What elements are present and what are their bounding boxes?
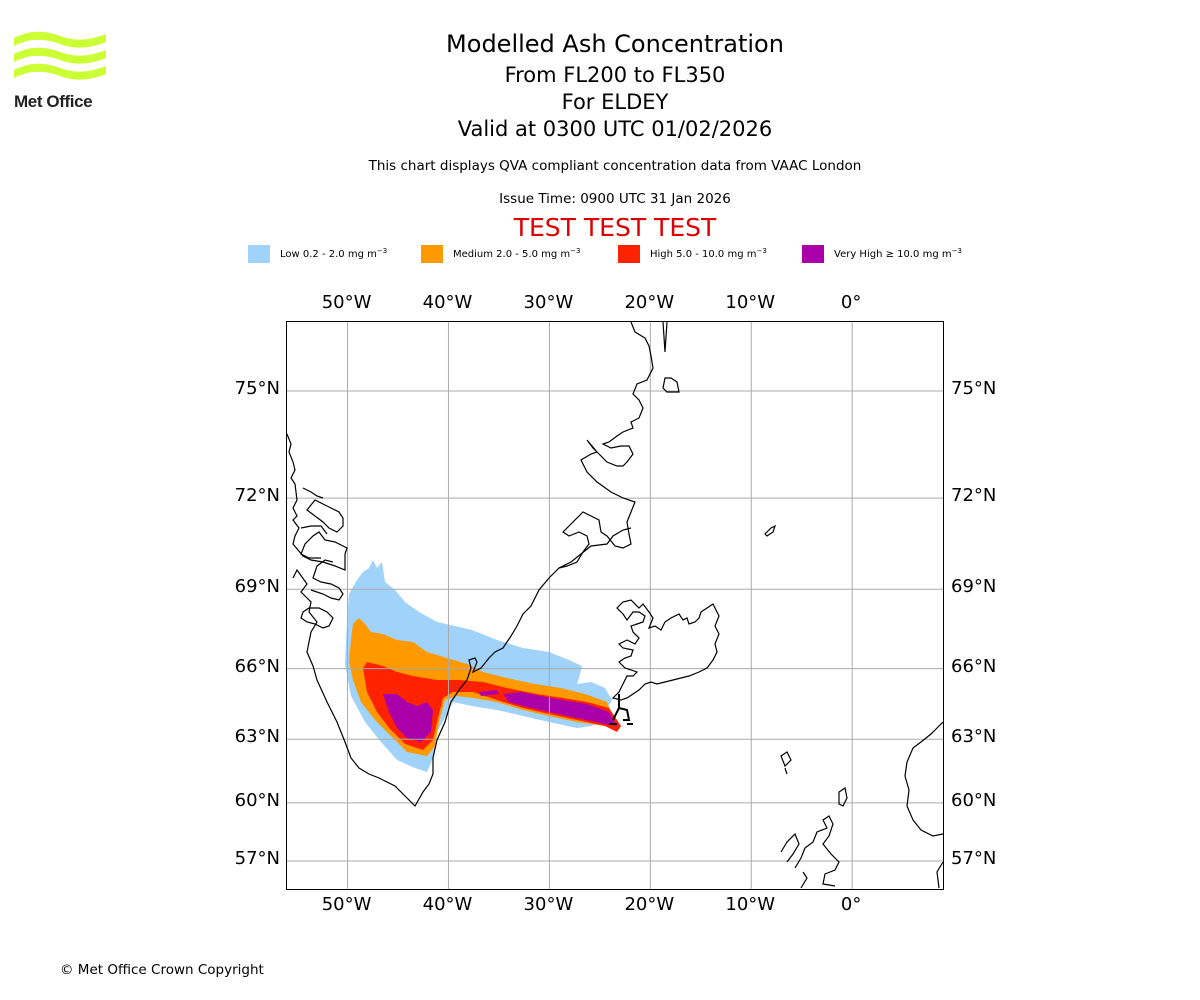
lat-tick-label-right: 60°N: [951, 789, 997, 811]
legend-exp: −3: [570, 247, 581, 255]
coastline-greenland-inlet-1: [662, 322, 668, 353]
volcano-marker: [609, 694, 633, 725]
legend-exp: −3: [756, 247, 767, 255]
lat-tick-label-left: 69°N: [234, 576, 280, 598]
coastline-greenland-west: [287, 433, 632, 807]
copyright: © Met Office Crown Copyright: [60, 962, 264, 978]
legend-swatch-high: [618, 245, 640, 263]
disclaimer: This chart displays QVA compliant concen…: [368, 158, 862, 174]
legend-label-medium: Medium 2.0 - 5.0 mg m: [453, 249, 571, 260]
map-canvas: [287, 322, 943, 889]
coastline-shetland: [838, 787, 848, 807]
coastlines: [287, 322, 943, 889]
volcano-name: For ELDEY: [561, 90, 669, 114]
lon-tick-label-bottom: 0°: [840, 894, 862, 915]
lon-tick-label-top: 0°: [840, 292, 862, 313]
lat-tick-label-right: 72°N: [951, 485, 997, 507]
legend-swatch-low: [248, 245, 270, 263]
lat-tick-label-right: 69°N: [951, 576, 997, 598]
test-banner: TEST TEST TEST: [513, 213, 717, 242]
map-panel[interactable]: [286, 321, 944, 890]
lon-tick-label-top: 30°W: [523, 292, 574, 313]
lon-tick-label-bottom: 20°W: [624, 894, 675, 915]
lat-tick-label-left: 72°N: [234, 485, 280, 507]
lon-tick-label-top: 10°W: [725, 292, 776, 313]
lon-tick-label-bottom: 30°W: [523, 894, 574, 915]
lat-tick-label-right: 75°N: [951, 378, 997, 399]
lon-tick-label-top: 50°W: [321, 292, 372, 313]
lat-tick-label-right: 57°N: [951, 848, 997, 869]
met-office-waves-icon: [14, 31, 106, 80]
met-office-logo-text: Met Office: [14, 92, 93, 111]
lat-tick-label-right: 66°N: [951, 655, 997, 677]
lon-tick-label-top: 20°W: [624, 292, 675, 313]
legend-label-high: High 5.0 - 10.0 mg m: [650, 249, 757, 260]
legend-label-very-high: Very High ≥ 10.0 mg m: [834, 249, 952, 260]
lon-tick-label-top: 40°W: [422, 292, 473, 313]
lat-tick-label-left: 57°N: [234, 848, 280, 869]
graticule: [287, 322, 943, 889]
legend-label-low: Low 0.2 - 2.0 mg m: [280, 249, 377, 260]
met-office-logo: Met Office: [14, 30, 108, 112]
coastline-norway: [904, 721, 943, 889]
lat-tick-label-left: 60°N: [234, 789, 280, 811]
coastline-jan-mayen: [764, 524, 777, 537]
valid-time: Valid at 0300 UTC 01/02/2026: [457, 117, 773, 141]
legend-exp: −3: [376, 247, 388, 255]
legend-exp: −3: [951, 247, 962, 255]
flight-levels: From FL200 to FL350: [504, 63, 726, 87]
lon-tick-label-bottom: 50°W: [321, 894, 372, 915]
coastline-faroe: [780, 751, 792, 775]
coastline-greenland-east: [558, 322, 654, 569]
lat-tick-label-right: 63°N: [951, 726, 997, 748]
lon-tick-label-bottom: 40°W: [422, 894, 473, 915]
coastline-greenland-fjords: [300, 487, 344, 629]
ash-very-high-region: [383, 690, 617, 742]
legend-swatch-very-high: [802, 245, 824, 263]
ash-plume: [345, 560, 621, 772]
lon-tick-label-bottom: 10°W: [725, 894, 776, 915]
coastline-scotland: [780, 815, 840, 889]
lat-tick-label-left: 63°N: [234, 726, 280, 748]
coastline-iceland: [611, 599, 720, 701]
issue-time: Issue Time: 0900 UTC 31 Jan 2026: [499, 191, 731, 207]
chart-title: Modelled Ash Concentration: [446, 30, 784, 58]
legend-swatch-medium: [421, 245, 443, 263]
lat-tick-label-left: 66°N: [234, 655, 280, 677]
coastline-greenland-inlet-2: [662, 377, 680, 393]
lat-tick-label-left: 75°N: [234, 378, 280, 399]
